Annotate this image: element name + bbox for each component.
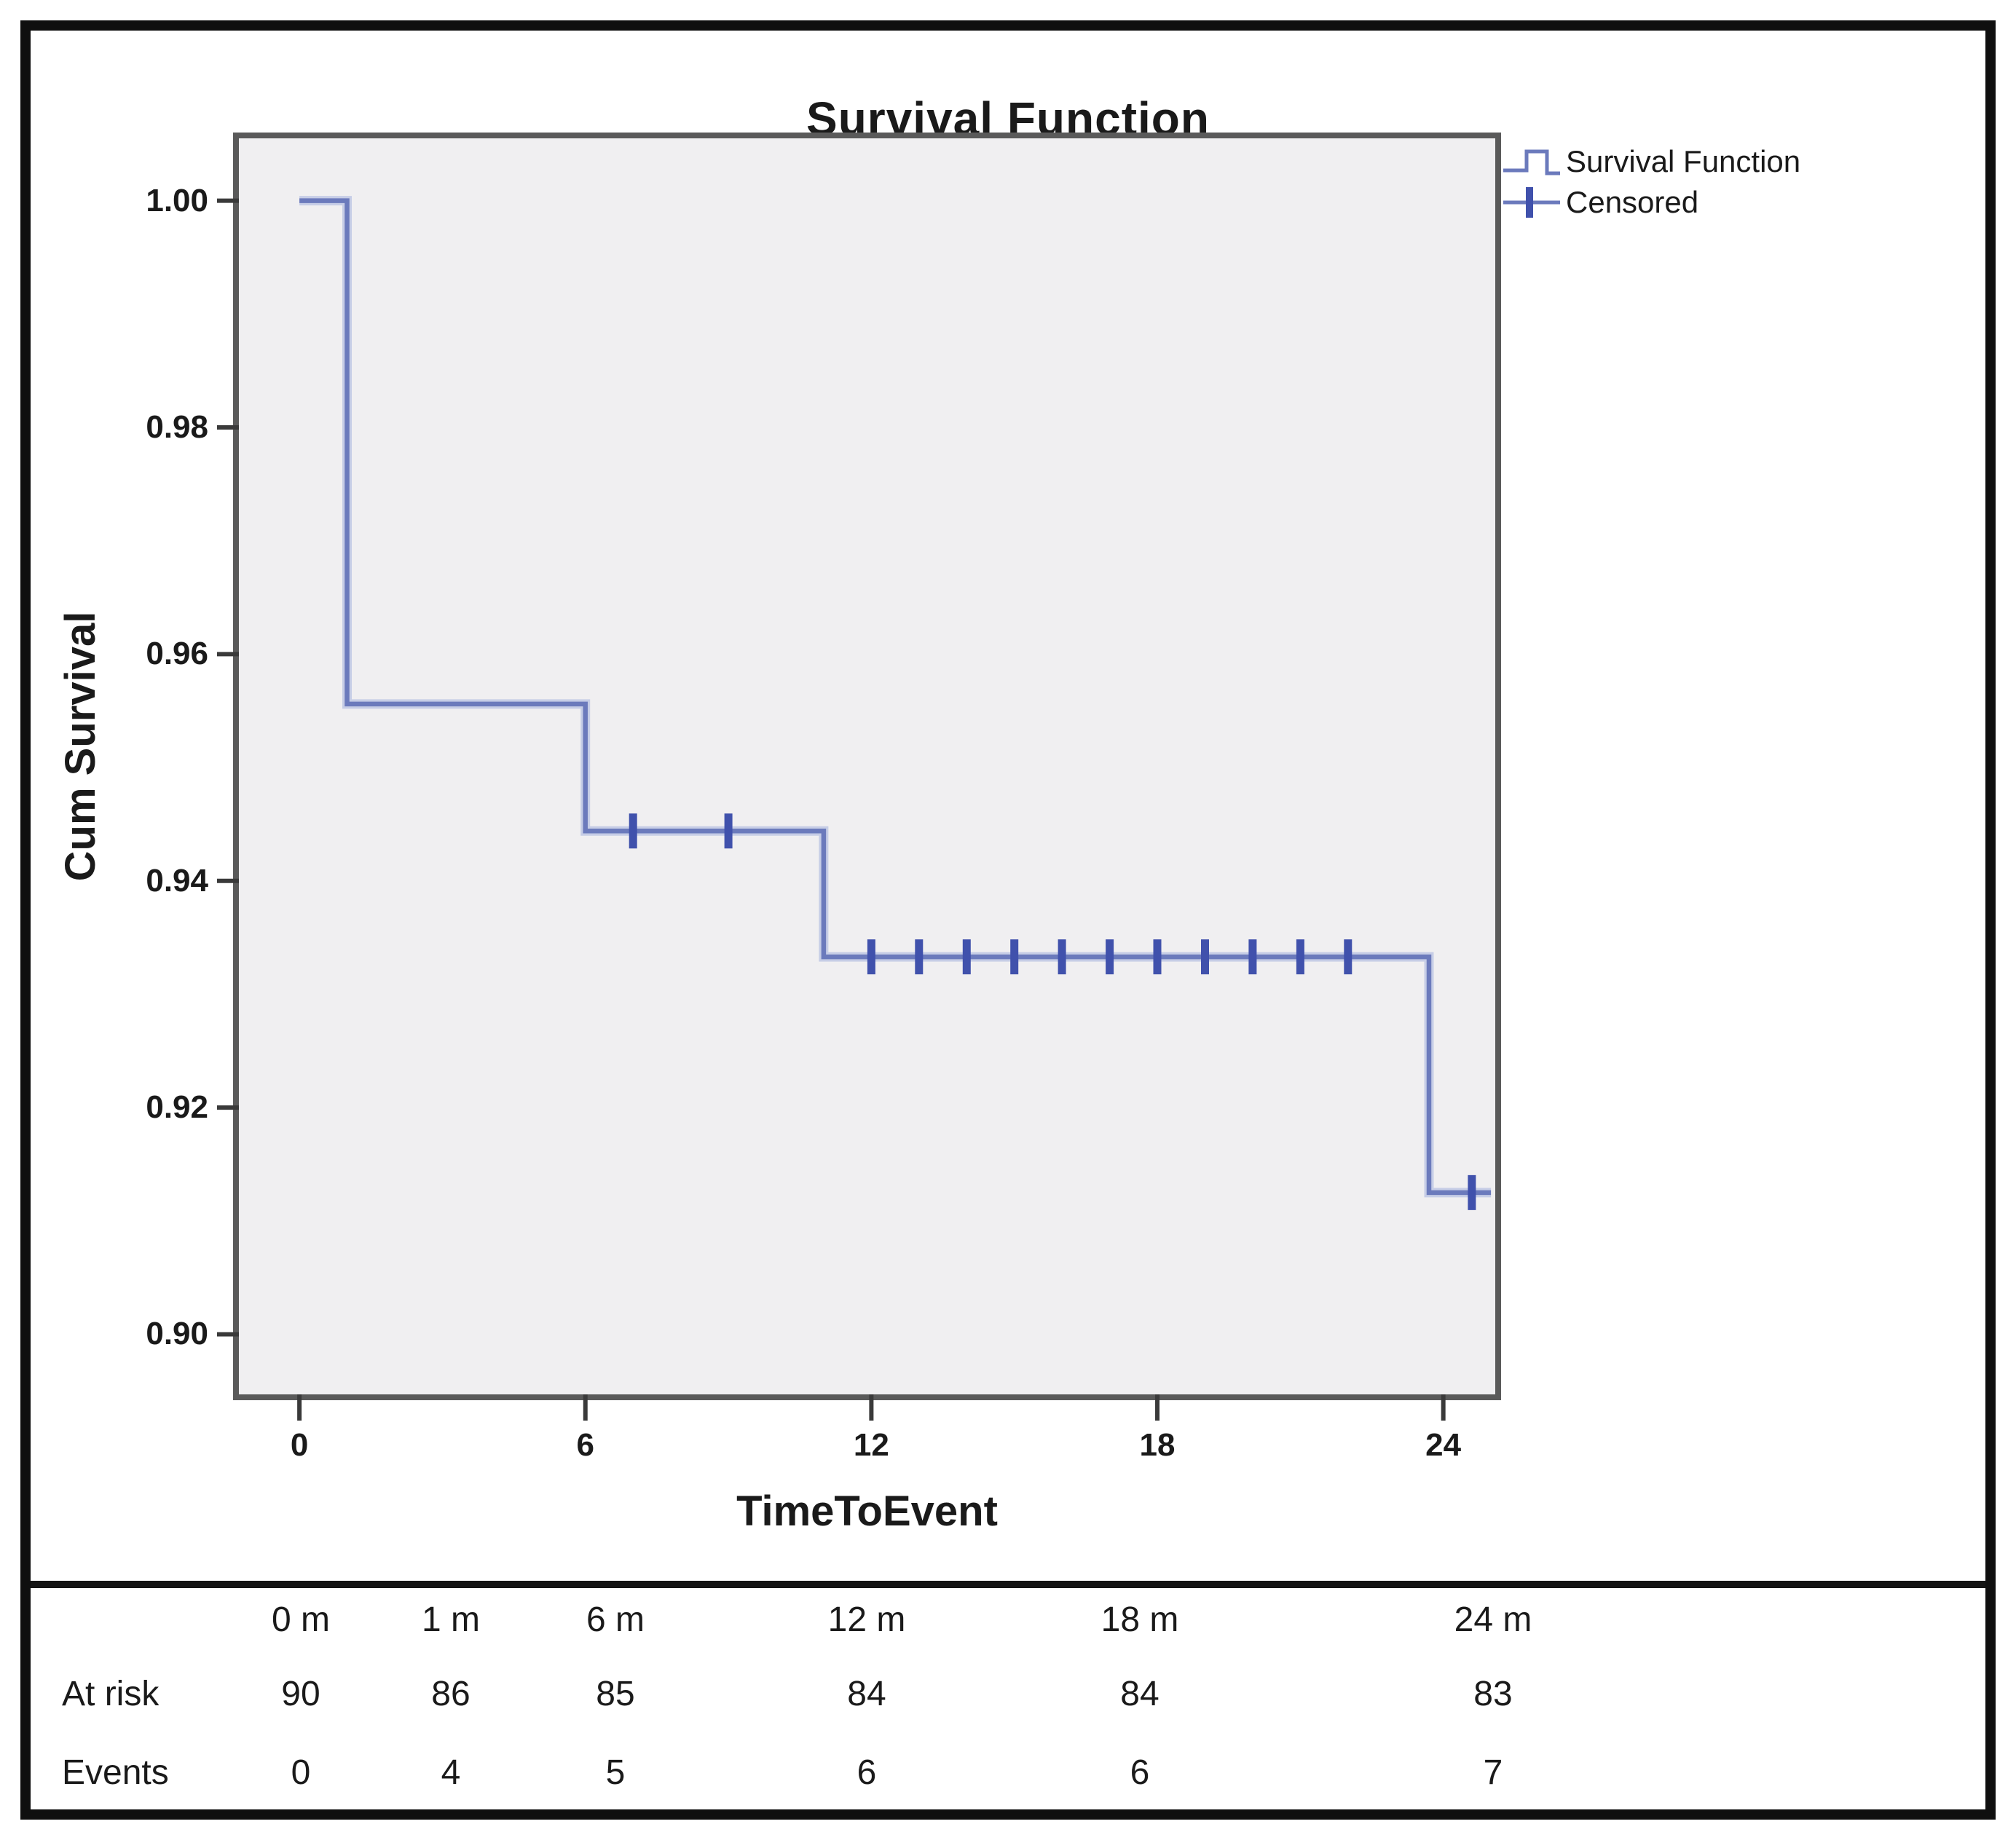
table-column-header: 18 m xyxy=(1100,1600,1179,1639)
table-column-header: 1 m xyxy=(421,1600,480,1639)
table-cell-atrisk: 84 xyxy=(847,1675,886,1713)
table-cell-events: 7 xyxy=(1483,1753,1503,1792)
legend-item-censored: Censored xyxy=(1502,182,1800,223)
table-separator-line xyxy=(31,1581,1985,1588)
x-axis-label: TimeToEvent xyxy=(736,1488,998,1535)
x-tick-label: 24 xyxy=(1425,1427,1462,1463)
table-column-header: 24 m xyxy=(1454,1600,1532,1639)
y-tick-label: 0.96 xyxy=(146,636,208,672)
x-tick-label: 0 xyxy=(290,1427,309,1463)
table-cell-events: 4 xyxy=(441,1753,461,1792)
step-line-icon xyxy=(1503,149,1560,175)
table-cell-atrisk: 84 xyxy=(1120,1675,1159,1713)
table-cell-events: 6 xyxy=(857,1753,877,1792)
y-tick-label: 0.94 xyxy=(146,862,208,899)
table-cell-events: 6 xyxy=(1130,1753,1150,1792)
table-cell-atrisk: 85 xyxy=(596,1675,635,1713)
table-cell-events: 5 xyxy=(605,1753,626,1792)
y-tick-label: 0.90 xyxy=(146,1316,208,1352)
table-row-label: At risk xyxy=(62,1675,160,1713)
table-cell-atrisk: 86 xyxy=(431,1675,470,1713)
y-tick-label: 0.92 xyxy=(146,1089,208,1126)
x-tick-label: 6 xyxy=(576,1427,594,1463)
legend-label: Censored xyxy=(1566,185,1699,219)
x-tick-label: 18 xyxy=(1139,1427,1176,1463)
table-column-header: 12 m xyxy=(827,1600,906,1639)
table-row-label: Events xyxy=(62,1753,169,1792)
legend: Survival Function Censored xyxy=(1502,141,1800,223)
table-column-header: 6 m xyxy=(586,1600,645,1639)
table-cell-events: 0 xyxy=(291,1753,311,1792)
table-column-header: 0 m xyxy=(271,1600,330,1639)
x-tick-label: 12 xyxy=(853,1427,889,1463)
legend-label: Survival Function xyxy=(1566,144,1801,178)
y-tick-label: 0.98 xyxy=(146,408,208,445)
table-cell-atrisk: 83 xyxy=(1473,1675,1513,1713)
plot-area xyxy=(233,133,1501,1400)
figure-border xyxy=(20,20,1996,1820)
y-tick-label: 1.00 xyxy=(146,182,208,218)
legend-item-survival: Survival Function xyxy=(1502,141,1800,182)
plus-censored-icon xyxy=(1503,187,1560,218)
table-cell-atrisk: 90 xyxy=(281,1675,320,1713)
